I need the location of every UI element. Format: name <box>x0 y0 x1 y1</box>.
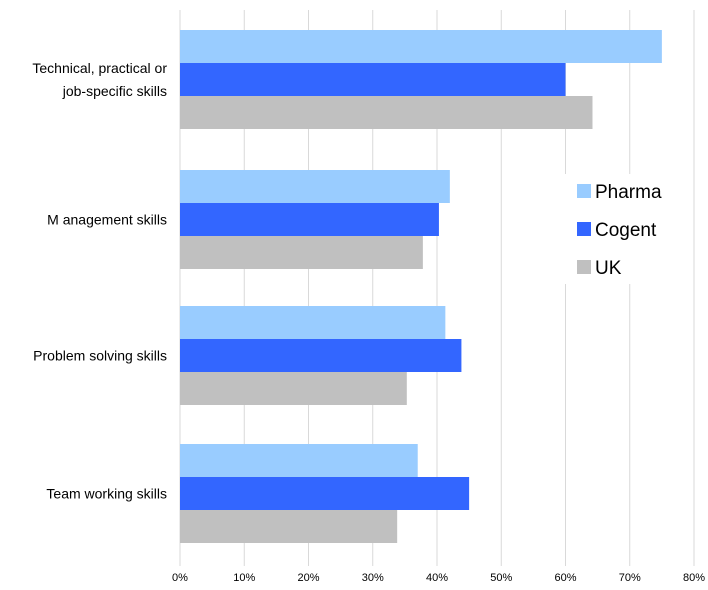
bar-uk <box>180 372 407 405</box>
bar-cogent <box>180 339 462 372</box>
bar-uk <box>180 236 423 269</box>
legend: Pharma Cogent UK <box>564 174 674 284</box>
bar-cogent <box>180 63 566 96</box>
bar-pharma <box>180 306 446 339</box>
bars <box>180 30 662 543</box>
x-tick-label: 80% <box>683 572 705 584</box>
bar-cogent <box>180 203 439 236</box>
category-label: job-specific skills <box>62 83 167 99</box>
legend-label-uk: UK <box>595 258 622 279</box>
bar-pharma <box>180 170 450 203</box>
bar-uk <box>180 96 593 129</box>
category-label: Problem solving skills <box>33 348 167 364</box>
bar-uk <box>180 510 398 543</box>
bar-pharma <box>180 30 662 63</box>
x-tick-label: 30% <box>362 572 384 584</box>
category-label: Team working skills <box>46 486 167 502</box>
legend-swatch-uk <box>577 260 591 274</box>
x-axis-tick-labels: 0% 10% 20% 30% 40% 50% 60% 70% 80% <box>172 572 705 584</box>
x-tick-label: 10% <box>233 572 255 584</box>
x-tick-label: 20% <box>297 572 319 584</box>
bar-cogent <box>180 477 470 510</box>
legend-label-pharma: Pharma <box>595 182 662 203</box>
category-labels: Technical, practical or job-specific skil… <box>32 60 167 502</box>
x-tick-label: 0% <box>172 572 188 584</box>
bar-pharma <box>180 444 418 477</box>
x-tick-label: 60% <box>554 572 576 584</box>
legend-swatch-cogent <box>577 222 591 236</box>
category-label: M anagement skills <box>47 212 167 228</box>
legend-label-cogent: Cogent <box>595 220 657 241</box>
x-tick-label: 50% <box>490 572 512 584</box>
legend-swatch-pharma <box>577 184 591 198</box>
x-tick-label: 40% <box>426 572 448 584</box>
category-label: Technical, practical or <box>32 60 167 76</box>
x-tick-label: 70% <box>619 572 641 584</box>
